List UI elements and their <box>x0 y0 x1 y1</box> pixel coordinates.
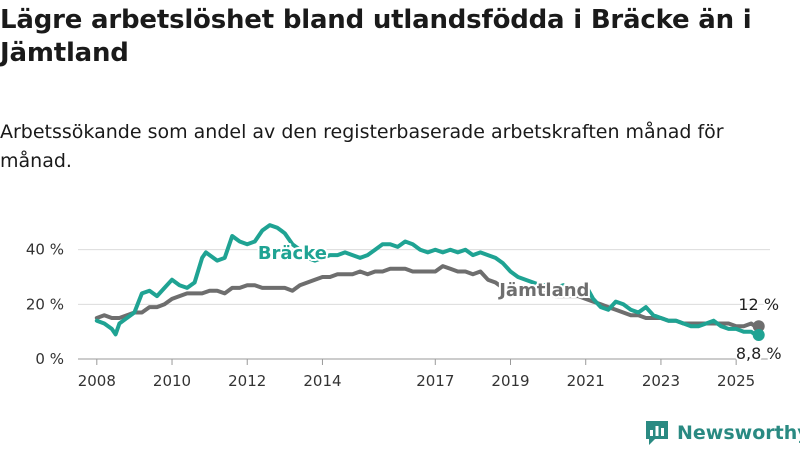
end-point-jamtland <box>752 320 765 333</box>
end-label-jamtland: 12 % <box>738 295 779 314</box>
chart-subtitle: Arbetssökande som andel av den registerb… <box>0 121 724 172</box>
x-tick-label: 2008 <box>78 372 116 390</box>
newsworthy-logo-icon <box>646 421 668 445</box>
newsworthy-logo-text: Newsworthy <box>677 422 800 444</box>
x-tick-label: 2023 <box>642 372 680 390</box>
series-line-jamtland <box>94 264 761 329</box>
chart-title: Lägre arbetslöshet bland utlandsfödda i … <box>0 5 752 68</box>
y-tick-label: 0 % <box>35 350 64 368</box>
end-point-bracke <box>752 328 765 341</box>
series-label-bracke: Bräcke <box>258 243 327 264</box>
x-tick-label: 2017 <box>416 372 454 390</box>
x-tick-label: 2012 <box>228 372 266 390</box>
series-line-bracke <box>94 223 761 337</box>
newsworthy-logo: Newsworthy <box>644 418 800 448</box>
series-label-jamtland: Jämtland <box>497 280 589 301</box>
x-tick-label: 2021 <box>567 372 605 390</box>
x-tick-label: 2019 <box>491 372 529 390</box>
end-label-bracke: 8,8 % <box>736 344 782 363</box>
y-tick-label: 40 % <box>26 241 64 259</box>
x-tick-label: 2025 <box>717 372 755 390</box>
x-tick-label: 2014 <box>303 372 341 390</box>
x-tick-label: 2010 <box>153 372 191 390</box>
y-tick-label: 20 % <box>26 295 64 313</box>
